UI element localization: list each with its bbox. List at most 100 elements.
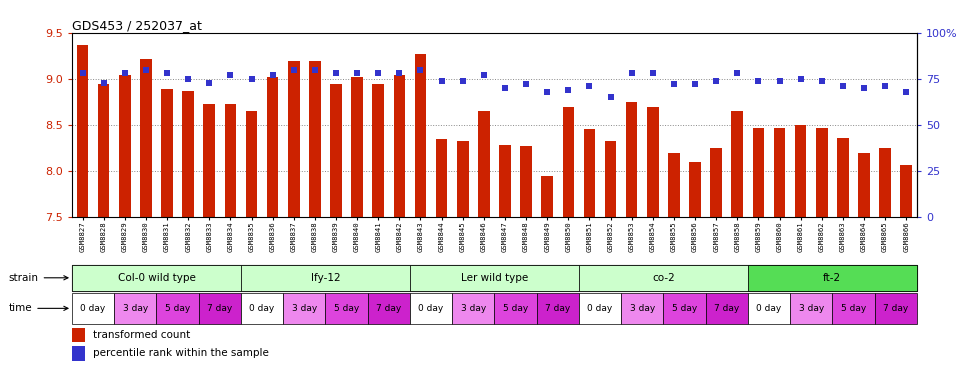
Bar <box>579 265 748 291</box>
Text: 5 day: 5 day <box>165 304 190 313</box>
Bar <box>879 148 891 217</box>
Bar <box>520 146 532 217</box>
Text: 7 day: 7 day <box>545 304 570 313</box>
Bar <box>563 107 574 217</box>
Bar <box>858 153 870 217</box>
Point <box>772 78 787 84</box>
Point <box>371 71 386 76</box>
Bar <box>626 102 637 217</box>
Bar <box>900 165 912 217</box>
Text: time: time <box>9 303 68 313</box>
Bar <box>748 265 917 291</box>
Bar <box>647 107 659 217</box>
Text: Col-0 wild type: Col-0 wild type <box>117 273 196 283</box>
Bar <box>77 45 88 217</box>
Bar <box>732 111 743 217</box>
Point <box>244 76 259 82</box>
Point <box>180 76 196 82</box>
Bar <box>795 125 806 217</box>
Bar <box>668 153 680 217</box>
Bar <box>774 128 785 217</box>
Text: 0 day: 0 day <box>756 304 781 313</box>
Point <box>159 71 175 76</box>
Text: GDS453 / 252037_at: GDS453 / 252037_at <box>72 19 202 32</box>
Bar <box>710 148 722 217</box>
Point <box>202 80 217 86</box>
Bar <box>394 75 405 217</box>
Bar <box>98 83 109 217</box>
Text: 5 day: 5 day <box>334 304 359 313</box>
Point <box>687 82 703 87</box>
Bar <box>161 89 173 217</box>
Bar <box>584 129 595 217</box>
Bar <box>140 59 152 217</box>
Bar <box>579 293 621 324</box>
Bar <box>309 61 321 217</box>
Bar <box>72 328 84 342</box>
Bar <box>478 111 490 217</box>
Point <box>434 78 449 84</box>
Point <box>877 83 893 89</box>
Bar <box>605 141 616 217</box>
Point <box>666 82 682 87</box>
Bar <box>875 293 917 324</box>
Text: strain: strain <box>9 273 68 283</box>
Bar <box>415 54 426 217</box>
Bar <box>351 77 363 217</box>
Bar <box>689 162 701 217</box>
Text: 3 day: 3 day <box>799 304 824 313</box>
Point <box>117 71 132 76</box>
Bar <box>330 83 342 217</box>
Point <box>497 85 513 91</box>
Bar <box>621 293 663 324</box>
Bar <box>706 293 748 324</box>
Point <box>75 71 90 76</box>
Point <box>455 78 470 84</box>
Bar <box>452 293 494 324</box>
Point <box>751 78 766 84</box>
Point <box>138 67 154 73</box>
Bar <box>832 293 875 324</box>
Bar <box>246 111 257 217</box>
Text: Ler wild type: Ler wild type <box>461 273 528 283</box>
Text: 3 day: 3 day <box>630 304 655 313</box>
Bar <box>225 104 236 217</box>
Point <box>518 82 534 87</box>
Text: 5 day: 5 day <box>503 304 528 313</box>
Bar <box>753 128 764 217</box>
Point <box>349 71 365 76</box>
Point <box>476 72 492 78</box>
Point <box>899 89 914 95</box>
Bar <box>204 104 215 217</box>
Bar <box>816 128 828 217</box>
Point <box>624 71 639 76</box>
Point <box>814 78 829 84</box>
Bar <box>241 293 283 324</box>
Bar <box>267 77 278 217</box>
Point <box>603 94 618 100</box>
Bar <box>72 293 114 324</box>
Bar <box>372 83 384 217</box>
Text: 0 day: 0 day <box>81 304 106 313</box>
Text: 0 day: 0 day <box>250 304 275 313</box>
Bar <box>72 346 84 361</box>
Text: 3 day: 3 day <box>123 304 148 313</box>
Bar <box>410 265 579 291</box>
Text: co-2: co-2 <box>652 273 675 283</box>
Point <box>708 78 724 84</box>
Bar <box>499 145 511 217</box>
Point <box>793 76 808 82</box>
Text: 5 day: 5 day <box>672 304 697 313</box>
Text: ft-2: ft-2 <box>824 273 841 283</box>
Point <box>835 83 851 89</box>
Text: 7 day: 7 day <box>714 304 739 313</box>
Point <box>307 67 323 73</box>
Bar <box>119 75 131 217</box>
Bar <box>410 293 452 324</box>
Text: 3 day: 3 day <box>292 304 317 313</box>
Bar <box>457 141 468 217</box>
Point <box>413 67 428 73</box>
Text: 7 day: 7 day <box>207 304 232 313</box>
Text: 5 day: 5 day <box>841 304 866 313</box>
Point <box>561 87 576 93</box>
